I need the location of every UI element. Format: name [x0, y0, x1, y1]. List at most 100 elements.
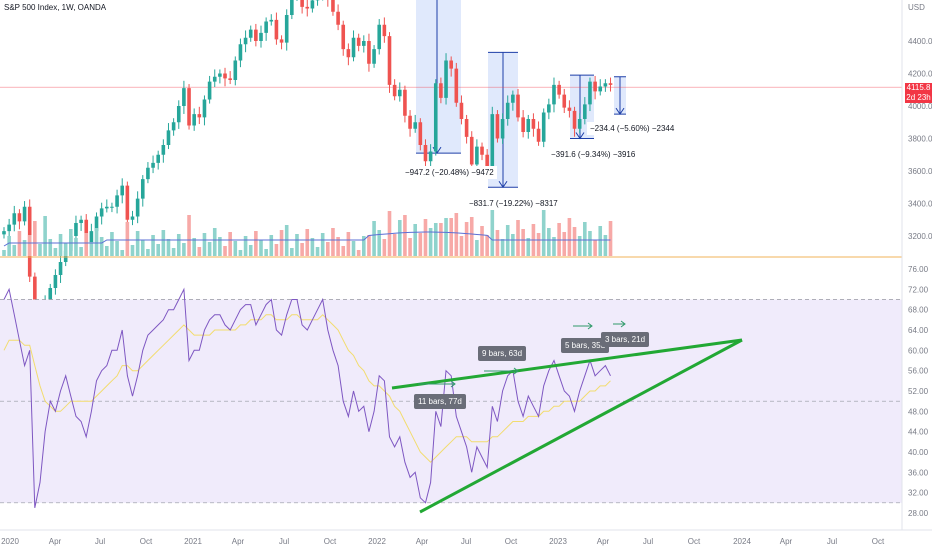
rsi-tick-label: 72.00	[908, 285, 929, 294]
volume-bar	[495, 230, 500, 256]
price-tick-label: 3400.0	[908, 200, 932, 209]
candle-body	[243, 37, 248, 45]
candle-body	[547, 104, 551, 113]
volume-bar	[382, 239, 387, 256]
volume-bar	[336, 237, 340, 256]
volume-bar	[120, 250, 125, 256]
candle-body	[48, 288, 53, 303]
volume-bar	[367, 235, 371, 256]
time-tick-label: 2022	[368, 537, 386, 546]
volume-bar	[608, 221, 613, 256]
volume-bar	[84, 233, 89, 256]
time-tick-label: Apr	[597, 537, 610, 546]
volume-bar	[94, 228, 99, 256]
candle-body	[480, 146, 484, 155]
candle-body	[125, 185, 130, 220]
volume-bar	[392, 234, 397, 256]
volume-bar	[475, 240, 479, 256]
candle-body	[433, 83, 438, 152]
volume-bar	[212, 228, 217, 256]
rsi-ma-line	[3, 314, 611, 463]
volume-bar	[315, 247, 320, 256]
candle-body	[490, 114, 495, 171]
volume-bar	[552, 237, 556, 256]
candle-body	[135, 198, 140, 217]
candle-body	[17, 213, 22, 222]
candle-body	[300, 0, 304, 7]
candle-body	[290, 0, 294, 15]
candle-body	[464, 119, 469, 137]
rsi-tick-label: 68.00	[908, 306, 929, 315]
candle-body	[171, 122, 176, 131]
time-tick-label: Apr	[780, 537, 793, 546]
volume-bar	[423, 219, 428, 256]
volume-bar	[454, 213, 459, 256]
rsi-tick-label: 28.00	[908, 509, 929, 518]
time-tick-label: Jul	[827, 537, 837, 546]
candle-body	[469, 136, 474, 165]
candle-body	[84, 219, 89, 243]
volume-bar	[572, 227, 577, 256]
chart-title: S&P 500 Index, 1W, OANDA	[4, 3, 107, 12]
candle-body	[341, 24, 346, 50]
upper-trendline	[391, 338, 743, 390]
volume-bar	[146, 249, 150, 256]
candle-body	[377, 24, 382, 50]
candle-body	[408, 115, 412, 129]
volume-bar	[264, 249, 268, 256]
candle-body	[608, 83, 613, 85]
volume-bar	[130, 245, 135, 256]
bar-count-arrowhead	[450, 380, 456, 388]
time-tick-label: Apr	[416, 537, 429, 546]
volume-bar	[243, 236, 248, 256]
candle-body	[567, 107, 572, 111]
volume-bar	[33, 221, 37, 256]
candle-body	[397, 89, 402, 97]
time-tick-label: 2024	[733, 537, 751, 546]
candle-body	[552, 84, 556, 105]
candle-body	[351, 37, 356, 58]
bars-label-4: 3 bars, 21d	[601, 332, 650, 347]
volume-bar	[433, 223, 438, 256]
candle-body	[511, 94, 515, 103]
volume-bar	[377, 230, 382, 256]
time-tick-label: Oct	[324, 537, 337, 546]
candle-body	[156, 154, 160, 163]
candle-body	[161, 145, 166, 155]
candle-body	[557, 84, 561, 95]
volume-bar	[418, 233, 423, 256]
candle-body	[192, 114, 196, 126]
volume-bar	[326, 242, 330, 256]
last-price-badge: 4115.8 2d 23h	[905, 83, 932, 103]
volume-bar	[346, 232, 351, 256]
volume-bar	[218, 237, 222, 256]
time-tick-label: Oct	[140, 537, 153, 546]
rsi-tick-label: 40.00	[908, 448, 929, 457]
time-tick-label: Apr	[232, 537, 245, 546]
candle-body	[74, 223, 78, 236]
candle-body	[403, 89, 407, 116]
candle-body	[372, 49, 376, 64]
candle-body	[459, 102, 464, 119]
candle-body	[115, 195, 119, 207]
volume-bar	[331, 228, 335, 256]
volume-pane	[2, 205, 613, 256]
volume-bar	[351, 241, 356, 256]
candle-body	[428, 151, 433, 162]
candle-body	[2, 231, 6, 235]
price-tick-label: 3600.0	[908, 167, 932, 176]
volume-bar	[269, 235, 274, 256]
volume-bar	[310, 238, 315, 256]
candle-body	[105, 206, 109, 209]
candle-body	[526, 119, 531, 132]
volume-bar	[48, 239, 53, 256]
candle-body	[413, 122, 417, 129]
candle-body	[500, 119, 505, 139]
candle-body	[331, 0, 335, 12]
candle-body	[505, 102, 510, 119]
candle-body	[305, 6, 310, 9]
volume-bar	[562, 232, 567, 256]
candle-body	[392, 84, 397, 97]
volume-bar	[362, 236, 366, 256]
